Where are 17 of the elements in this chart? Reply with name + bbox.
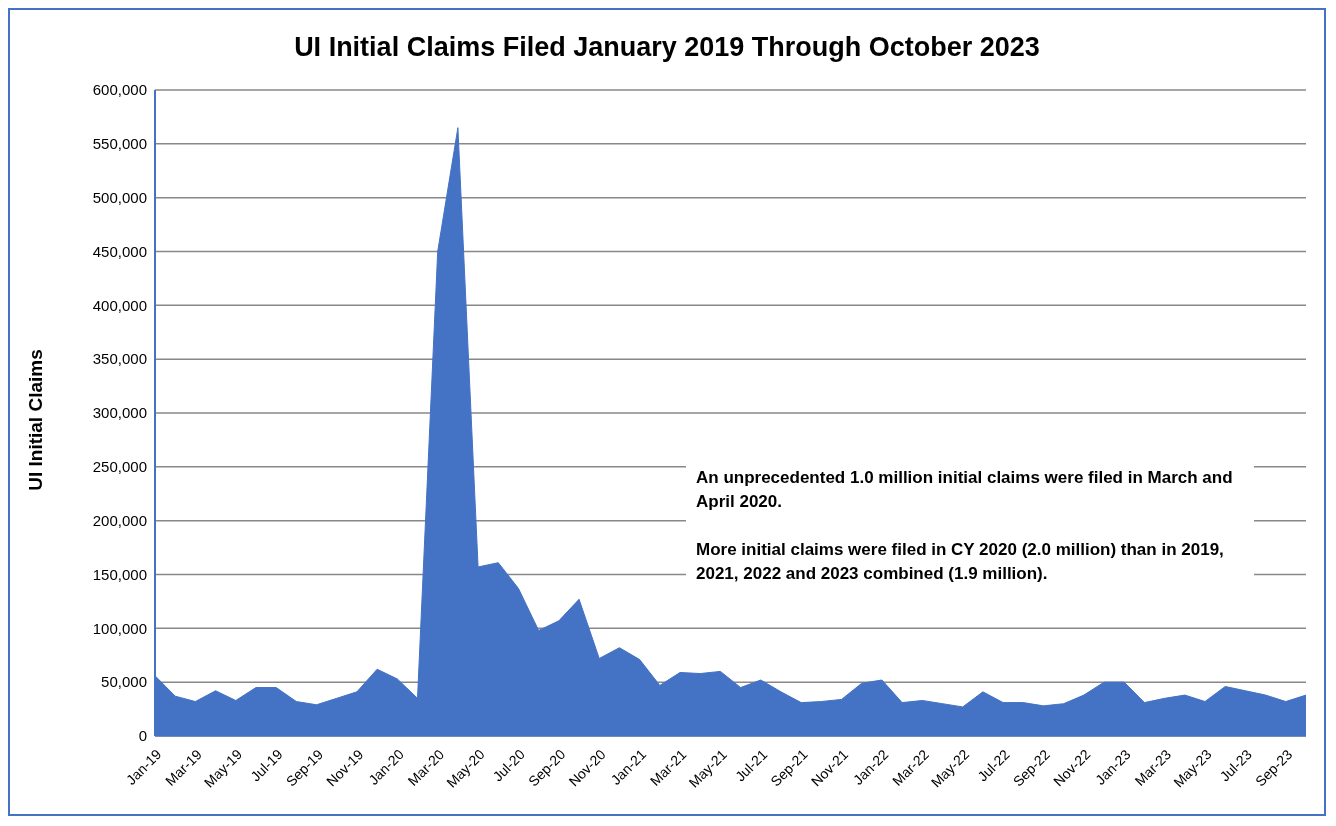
annotation: An unprecedented 1.0 million initial claims were filed in March and April 2020. [696,467,1234,513]
y-tick-label: 500,000 [92,188,147,206]
y-tick-label: 550,000 [92,135,147,153]
y-tick-label: 200,000 [92,511,147,529]
y-tick-label: 600,000 [92,81,147,99]
y-tick-label: 450,000 [92,242,147,260]
annotation: More initial claims were filed in CY 2020 (2.0 million) than in 2019, 2021, 2022 and 2023 combined (1.9 million). [696,539,1225,585]
y-tick-label: 150,000 [92,565,147,583]
y-axis-title: UI Initial Claims [25,349,47,491]
y-tick-label: 350,000 [92,350,147,368]
y-tick-label: 300,000 [92,404,147,422]
y-tick-label: 100,000 [92,619,147,637]
y-tick-label: 400,000 [92,296,147,314]
y-tick-label: 50,000 [101,673,147,691]
chart-title: UI Initial Claims Filed January 2019 Through October 2023 [293,32,1041,63]
y-tick-label: 250,000 [92,458,147,476]
y-tick-label: 0 [138,727,147,745]
